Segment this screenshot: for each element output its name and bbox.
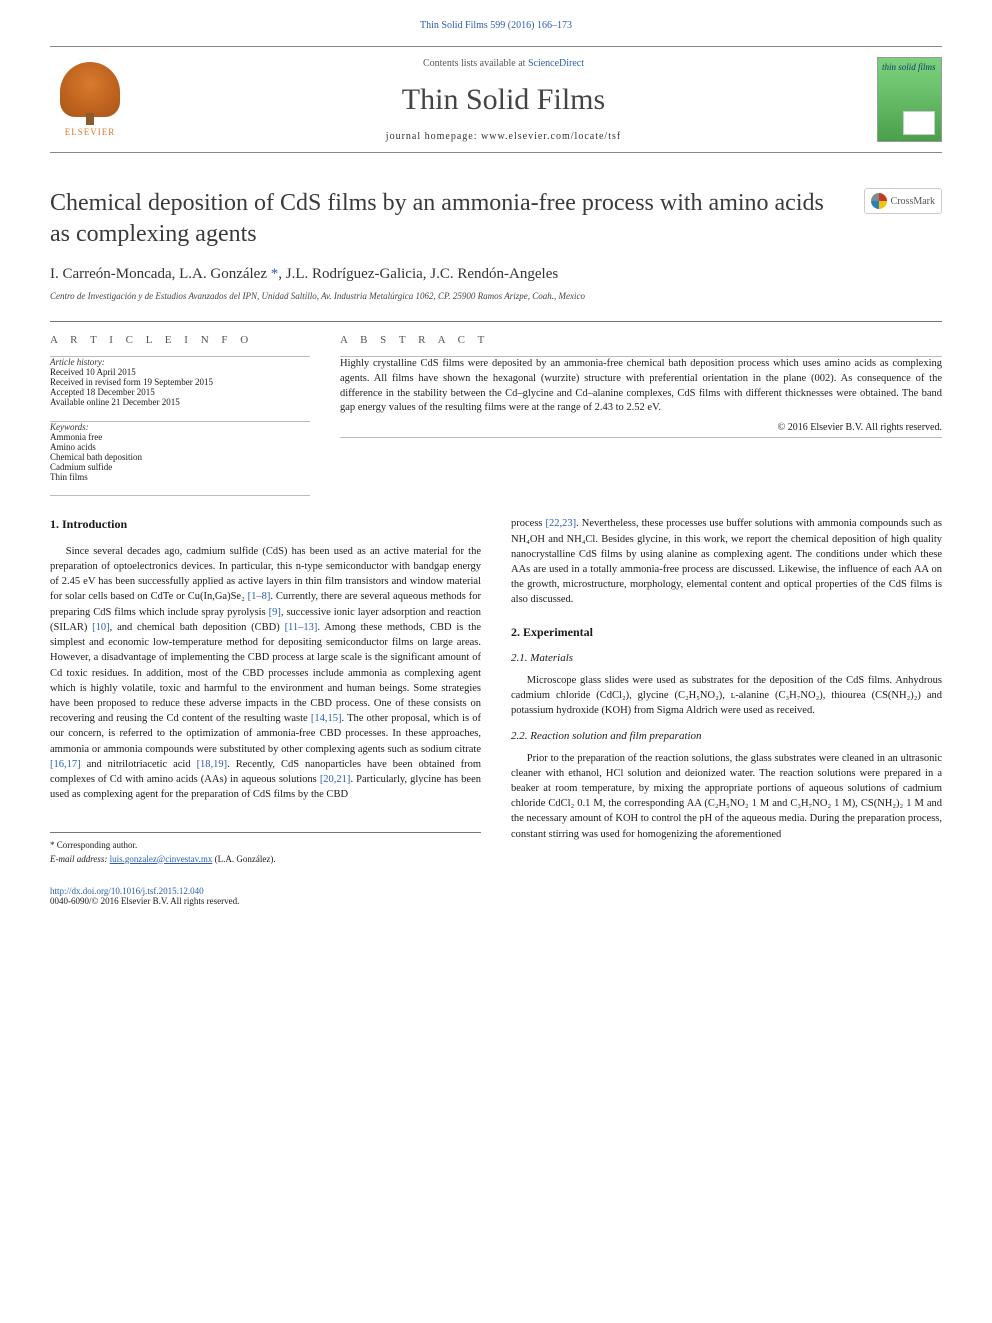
contents-line: Contents lists available at ScienceDirec… bbox=[150, 58, 857, 69]
meta-abstract-row: A R T I C L E I N F O Article history: R… bbox=[50, 322, 942, 496]
abstract-text: Highly crystalline CdS films were deposi… bbox=[340, 357, 942, 416]
citation-link[interactable]: [18,19] bbox=[197, 759, 228, 770]
citation-link[interactable]: [22,23] bbox=[546, 518, 577, 529]
citation-link[interactable]: [9] bbox=[269, 607, 281, 618]
keywords-block: Keywords: Ammonia free Amino acids Chemi… bbox=[50, 422, 310, 482]
sciencedirect-link[interactable]: ScienceDirect bbox=[528, 58, 584, 69]
journal-banner: ELSEVIER Contents lists available at Sci… bbox=[50, 46, 942, 153]
issn-copyright: 0040-6090/© 2016 Elsevier B.V. All right… bbox=[50, 896, 239, 906]
subsection-heading-reaction: 2.2. Reaction solution and film preparat… bbox=[511, 729, 942, 745]
abstract-heading: A B S T R A C T bbox=[340, 334, 942, 346]
keyword: Amino acids bbox=[50, 442, 310, 452]
email-link[interactable]: luis.gonzalez@cinvestav.mx bbox=[110, 854, 213, 864]
citation-link[interactable]: [20,21] bbox=[320, 774, 351, 785]
text-run: . Nevertheless, these processes use buff… bbox=[511, 518, 942, 605]
elsevier-tree-icon bbox=[60, 62, 120, 117]
keyword: Ammonia free bbox=[50, 432, 310, 442]
cover-text: thin solid films bbox=[882, 62, 936, 72]
history-item: Available online 21 December 2015 bbox=[50, 397, 310, 407]
article-title: Chemical deposition of CdS films by an a… bbox=[50, 188, 864, 250]
corresponding-author-note: * Corresponding author. bbox=[50, 839, 481, 852]
article-info-column: A R T I C L E I N F O Article history: R… bbox=[50, 334, 310, 496]
elsevier-logo: ELSEVIER bbox=[50, 57, 130, 142]
email-person: (L.A. González). bbox=[212, 854, 275, 864]
keywords-title: Keywords: bbox=[50, 422, 310, 432]
text-run: . Among these methods, CBD is the simple… bbox=[50, 622, 481, 724]
keyword: Thin films bbox=[50, 472, 310, 482]
abstract-copyright: © 2016 Elsevier B.V. All rights reserved… bbox=[340, 422, 942, 433]
doi-block: http://dx.doi.org/10.1016/j.tsf.2015.12.… bbox=[50, 886, 942, 906]
history-item: Accepted 18 December 2015 bbox=[50, 387, 310, 397]
text-run: , and chemical bath deposition (CBD) bbox=[110, 622, 285, 633]
intro-paragraph: Since several decades ago, cadmium sulfi… bbox=[50, 544, 481, 803]
journal-cover-thumb: thin solid films bbox=[877, 57, 942, 142]
citation-link[interactable]: [10] bbox=[92, 622, 110, 633]
authors-line: I. Carreón-Moncada, L.A. González *, J.L… bbox=[50, 266, 942, 283]
journal-reference: Thin Solid Films 599 (2016) 166–173 bbox=[50, 20, 942, 31]
journal-name: Thin Solid Films bbox=[150, 83, 857, 117]
section-heading-intro: 1. Introduction bbox=[50, 516, 481, 533]
body-columns: 1. Introduction Since several decades ag… bbox=[50, 516, 942, 865]
body-col-left: 1. Introduction Since several decades ag… bbox=[50, 516, 481, 865]
email-line: E-mail address: luis.gonzalez@cinvestav.… bbox=[50, 853, 481, 866]
affiliation: Centro de Investigación y de Estudios Av… bbox=[50, 291, 942, 301]
email-label: E-mail address: bbox=[50, 854, 110, 864]
body-col-right: process [22,23]. Nevertheless, these pro… bbox=[511, 516, 942, 865]
contents-prefix: Contents lists available at bbox=[423, 58, 528, 69]
intro-continuation: process [22,23]. Nevertheless, these pro… bbox=[511, 516, 942, 607]
crossmark-icon bbox=[871, 193, 887, 209]
citation-link[interactable]: [1–8] bbox=[248, 591, 271, 602]
article-info-heading: A R T I C L E I N F O bbox=[50, 334, 310, 346]
section-heading-experimental: 2. Experimental bbox=[511, 624, 942, 641]
banner-center: Contents lists available at ScienceDirec… bbox=[150, 58, 857, 142]
citation-link[interactable]: [16,17] bbox=[50, 759, 81, 770]
homepage-line: journal homepage: www.elsevier.com/locat… bbox=[150, 131, 857, 142]
materials-paragraph: Microscope glass slides were used as sub… bbox=[511, 673, 942, 719]
divider bbox=[340, 437, 942, 438]
keyword: Cadmium sulfide bbox=[50, 462, 310, 472]
abstract-column: A B S T R A C T Highly crystalline CdS f… bbox=[340, 334, 942, 496]
homepage-url[interactable]: www.elsevier.com/locate/tsf bbox=[481, 131, 621, 142]
subsection-heading-materials: 2.1. Materials bbox=[511, 651, 942, 667]
corresponding-mark: * bbox=[271, 266, 279, 282]
title-row: Chemical deposition of CdS films by an a… bbox=[50, 188, 942, 250]
text-run: process bbox=[511, 518, 546, 529]
crossmark-label: CrossMark bbox=[891, 196, 935, 207]
text-run: and nitrilotriacetic acid bbox=[81, 759, 197, 770]
article-history: Article history: Received 10 April 2015 … bbox=[50, 357, 310, 407]
keyword: Chemical bath deposition bbox=[50, 452, 310, 462]
reaction-paragraph: Prior to the preparation of the reaction… bbox=[511, 751, 942, 842]
citation-link[interactable]: [11–13] bbox=[285, 622, 318, 633]
elsevier-label: ELSEVIER bbox=[65, 127, 116, 137]
citation-link[interactable]: [14,15] bbox=[311, 713, 342, 724]
homepage-prefix: journal homepage: bbox=[386, 131, 481, 142]
doi-link[interactable]: http://dx.doi.org/10.1016/j.tsf.2015.12.… bbox=[50, 886, 204, 896]
crossmark-badge[interactable]: CrossMark bbox=[864, 188, 942, 214]
history-title: Article history: bbox=[50, 357, 310, 367]
history-item: Received in revised form 19 September 20… bbox=[50, 377, 310, 387]
footnote-block: * Corresponding author. E-mail address: … bbox=[50, 832, 481, 865]
history-item: Received 10 April 2015 bbox=[50, 367, 310, 377]
